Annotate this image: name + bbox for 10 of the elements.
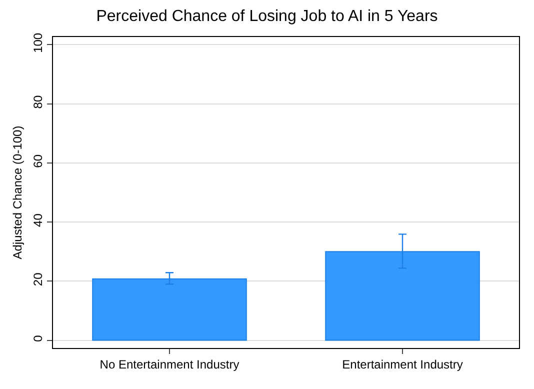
- y-tick-label: 20: [31, 272, 46, 286]
- y-tick-label: 0: [31, 334, 46, 342]
- x-tick-label: Entertainment Industry: [342, 357, 463, 372]
- y-tick-label: 60: [31, 154, 46, 168]
- x-tick-label: No Entertainment Industry: [100, 357, 240, 372]
- chart-title: Perceived Chance of Losing Job to AI in 5 Years: [96, 8, 438, 25]
- y-tick-label: 100: [31, 32, 46, 53]
- y-axis-title: Adjusted Chance (0-100): [10, 126, 24, 260]
- y-tick-label: 40: [31, 213, 46, 227]
- y-tick-label: 80: [31, 95, 46, 109]
